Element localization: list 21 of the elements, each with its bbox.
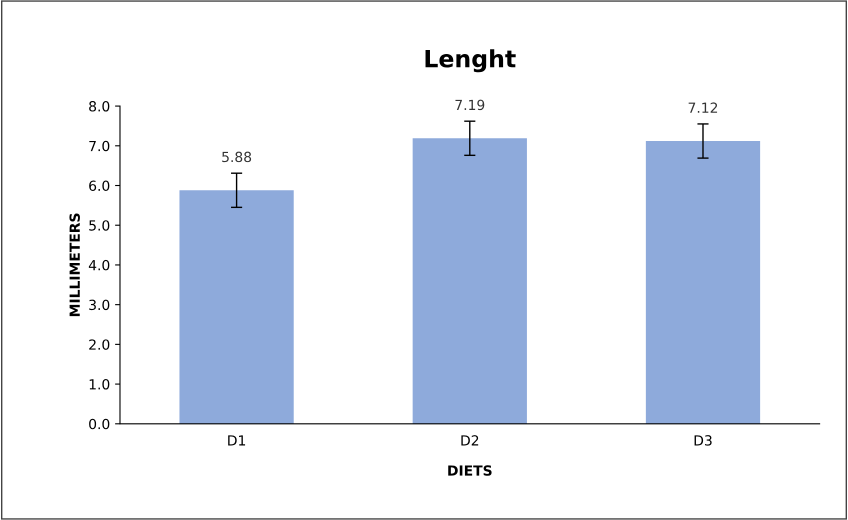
x-axis-title: DIETS	[448, 465, 492, 476]
y-tick-label: 4.0	[88, 260, 110, 270]
y-tick-label: 0.0	[89, 418, 110, 430]
bar	[412, 138, 527, 424]
bar	[179, 190, 294, 424]
y-tick-label: 5.0	[89, 220, 110, 231]
y-tick-label: 1.0	[90, 379, 110, 390]
y-tick-label: 7.0	[89, 140, 110, 152]
data-label: 7.19	[455, 100, 484, 110]
y-tick-label: 3.0	[89, 300, 110, 310]
data-label: 7.12	[688, 102, 718, 113]
y-axis-title: MILLIMETERS	[69, 214, 80, 316]
bar	[646, 141, 760, 424]
chart-title: Lenght	[426, 49, 516, 72]
y-tick-label: 2.0	[89, 339, 110, 350]
data-label: 5.88	[222, 152, 252, 162]
x-tick-label: D1	[228, 435, 246, 446]
x-tick-label: D2	[461, 435, 478, 446]
y-tick-label: 8.0	[89, 101, 110, 112]
y-tick-label: 6.0	[89, 180, 110, 191]
x-tick-label: D3	[694, 435, 712, 446]
